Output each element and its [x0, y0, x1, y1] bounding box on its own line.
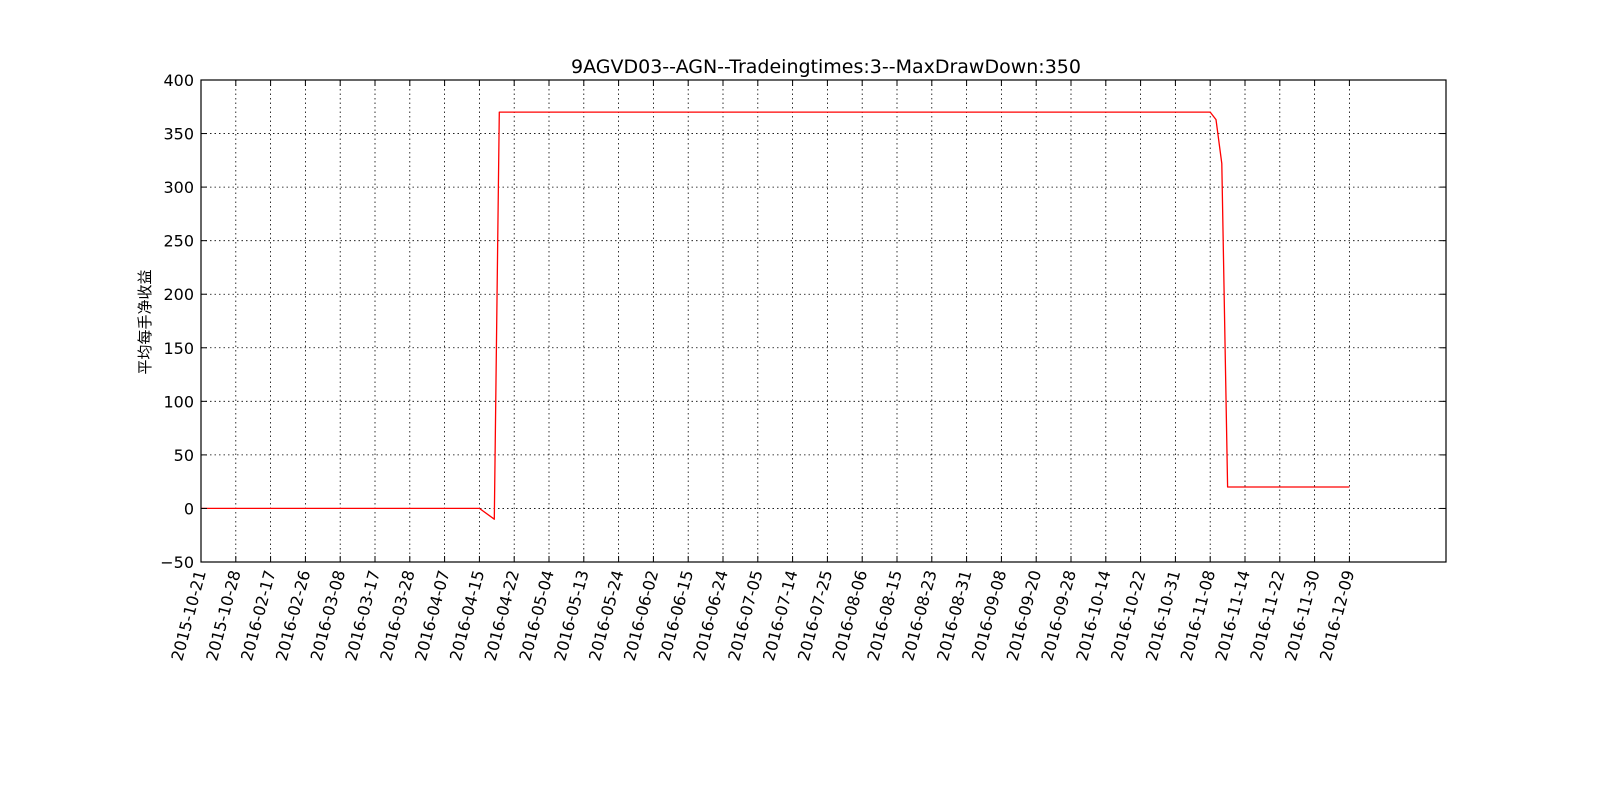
y-tick-label: −50: [160, 553, 194, 572]
series-line: [201, 111, 1350, 520]
y-tick-label: 100: [163, 392, 194, 411]
y-tick-label: 150: [163, 339, 194, 358]
grid: [201, 80, 1446, 562]
y-tick-label: 300: [163, 178, 194, 197]
y-axis-label: 平均每手净收益: [136, 269, 154, 374]
y-tick-label: 400: [163, 71, 194, 90]
y-tick-label: 200: [163, 285, 194, 304]
y-tick-label: 50: [174, 446, 194, 465]
y-tick-label: 0: [184, 499, 194, 518]
y-axis: −50 0 50 100 150 200 250 300 350 400: [160, 71, 1446, 572]
plot-frame: [200, 79, 1447, 563]
y-tick-label: 350: [163, 125, 194, 144]
series-layer: [201, 111, 1350, 520]
y-tick-label: 250: [163, 232, 194, 251]
chart-title: 9AGVD03--AGN--Tradeingtimes:3--MaxDrawDo…: [571, 56, 1081, 78]
